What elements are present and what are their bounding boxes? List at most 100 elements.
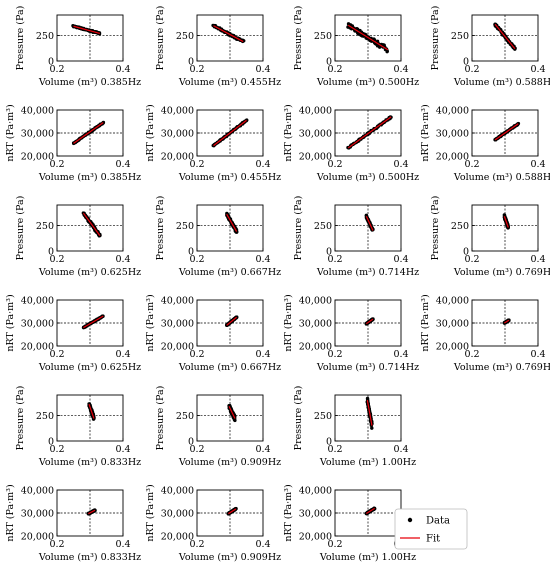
y-tick-label: 250: [36, 411, 54, 422]
x-tick-label: 0.4: [393, 349, 408, 360]
y-tick-label: 40,000: [161, 486, 194, 497]
panel-nrt-0.769Hz: 0.2 0.4 20,000 30,000 40,000 nRT (Pa·m³) Volum…: [420, 294, 550, 373]
y-tick-label: 0: [463, 57, 469, 68]
y-tick-label: 20,000: [21, 152, 54, 163]
y-tick-label: 0: [188, 57, 194, 68]
x-axis-label: Volume (m³) 0.714Hz: [316, 362, 419, 373]
x-tick-label: 0.4: [115, 254, 130, 265]
y-tick-label: 30,000: [161, 319, 194, 330]
x-axis-label: Volume (m³) 0.667Hz: [178, 267, 281, 278]
x-tick-label: 0.4: [530, 254, 545, 265]
fit-line: [228, 405, 236, 419]
x-tick-label: 0.4: [255, 349, 270, 360]
y-axis-label: Pressure (Pa): [155, 196, 166, 261]
panel-nrt-0.588Hz: 0.2 0.4 20,000 30,000 40,000 nRT (Pa·m³) Volum…: [420, 104, 550, 183]
panel-pressure-0.500Hz: 0.2 0.4 0 250 Pressure (Pa) Volume (m³) 0.500…: [293, 6, 419, 88]
panel-pressure-1.00Hz: 0.2 0.4 0 250 Pressure (Pa) Volume (m³) 1.00H…: [293, 386, 416, 468]
x-tick-label: 0.2: [327, 539, 342, 550]
data-point: [370, 426, 374, 430]
x-tick-label: 0.2: [464, 254, 479, 265]
y-axis-label: Pressure (Pa): [155, 6, 166, 71]
x-axis-label: Volume (m³) 0.500Hz: [316, 172, 419, 183]
x-tick-label: 0.2: [49, 444, 64, 455]
y-axis-label: Pressure (Pa): [293, 386, 304, 451]
x-tick-label: 0.2: [189, 539, 204, 550]
fit-line: [503, 216, 509, 228]
x-axis-label: Volume (m³) 0.769Hz: [453, 267, 550, 278]
y-axis-label: Pressure (Pa): [15, 386, 26, 451]
x-tick-label: 0.4: [115, 159, 130, 170]
panel-nrt-0.667Hz: 0.2 0.4 20,000 30,000 40,000 nRT (Pa·m³) Volum…: [145, 294, 281, 373]
x-tick-label: 0.4: [115, 349, 130, 360]
panel-pressure-0.769Hz: 0.2 0.4 0 250 Pressure (Pa) Volume (m³) 0.769…: [430, 196, 550, 278]
y-tick-label: 20,000: [21, 342, 54, 353]
fit-line: [73, 25, 101, 34]
fit-line: [213, 119, 247, 147]
panel-nrt-0.625Hz: 0.2 0.4 20,000 30,000 40,000 nRT (Pa·m³) Volum…: [5, 294, 141, 373]
x-tick-label: 0.2: [189, 254, 204, 265]
fit-line: [88, 404, 95, 419]
x-tick-label: 0.2: [49, 349, 64, 360]
y-axis-label: Pressure (Pa): [293, 6, 304, 71]
y-tick-label: 0: [326, 247, 332, 258]
y-tick-label: 40,000: [21, 106, 54, 117]
y-tick-label: 30,000: [436, 129, 469, 140]
y-tick-label: 0: [188, 437, 194, 448]
data-point: [233, 418, 237, 423]
panel-nrt-0.909Hz: 0.2 0.4 20,000 30,000 40,000 nRT (Pa·m³) Volum…: [145, 484, 281, 563]
fit-line: [366, 318, 374, 325]
y-tick-label: 0: [463, 247, 469, 258]
x-axis-label: Volume (m³) 0.455Hz: [178, 77, 281, 88]
panel-nrt-0.500Hz: 0.2 0.4 20,000 30,000 40,000 nRT (Pa·m³) Volum…: [283, 104, 419, 183]
x-tick-label: 0.2: [189, 159, 204, 170]
y-tick-label: 40,000: [21, 486, 54, 497]
x-tick-label: 0.2: [189, 444, 204, 455]
x-tick-label: 0.4: [115, 444, 130, 455]
fit-line: [504, 319, 510, 324]
panel-pressure-0.833Hz: 0.2 0.4 0 250 Pressure (Pa) Volume (m³) 0.833…: [15, 386, 141, 468]
panel-nrt-0.714Hz: 0.2 0.4 20,000 30,000 40,000 nRT (Pa·m³) Volum…: [283, 294, 419, 373]
y-tick-label: 30,000: [21, 129, 54, 140]
y-tick-label: 40,000: [436, 106, 469, 117]
y-tick-label: 40,000: [21, 296, 54, 307]
y-axis-label: nRT (Pa·m³): [145, 484, 156, 541]
x-tick-label: 0.2: [464, 159, 479, 170]
fit-line: [494, 23, 516, 50]
x-axis-label: Volume (m³) 0.909Hz: [178, 552, 281, 563]
y-axis-label: Pressure (Pa): [293, 196, 304, 261]
y-tick-label: 0: [188, 247, 194, 258]
y-tick-label: 20,000: [21, 532, 54, 543]
y-axis-label: nRT (Pa·m³): [145, 294, 156, 351]
y-tick-label: 30,000: [299, 509, 332, 520]
y-axis-label: nRT (Pa·m³): [283, 484, 294, 541]
y-tick-label: 250: [36, 221, 54, 232]
legend: Data Fit: [394, 508, 468, 550]
x-tick-label: 0.2: [327, 64, 342, 75]
fit-line: [226, 316, 237, 326]
x-axis-label: Volume (m³) 0.500Hz: [316, 77, 419, 88]
y-axis-label: Pressure (Pa): [155, 386, 166, 451]
x-tick-label: 0.2: [49, 254, 64, 265]
y-axis-label: Pressure (Pa): [15, 196, 26, 261]
y-tick-label: 40,000: [299, 296, 332, 307]
fit-line: [82, 212, 101, 237]
y-tick-label: 20,000: [436, 152, 469, 163]
y-tick-label: 0: [48, 247, 54, 258]
x-tick-label: 0.2: [327, 349, 342, 360]
y-tick-label: 30,000: [21, 319, 54, 330]
x-tick-label: 0.2: [49, 159, 64, 170]
y-axis-label: nRT (Pa·m³): [5, 104, 16, 161]
x-axis-label: Volume (m³) 1.00Hz: [319, 552, 416, 563]
x-tick-label: 0.2: [189, 64, 204, 75]
y-tick-label: 20,000: [299, 342, 332, 353]
y-tick-label: 250: [314, 411, 332, 422]
fit-line: [88, 509, 96, 515]
panel-pressure-0.667Hz: 0.2 0.4 0 250 Pressure (Pa) Volume (m³) 0.667…: [155, 196, 281, 278]
x-tick-label: 0.2: [464, 64, 479, 75]
y-tick-label: 0: [326, 57, 332, 68]
x-tick-label: 0.2: [327, 159, 342, 170]
y-axis-label: nRT (Pa·m³): [420, 104, 431, 161]
x-tick-label: 0.4: [255, 254, 270, 265]
x-tick-label: 0.2: [327, 444, 342, 455]
